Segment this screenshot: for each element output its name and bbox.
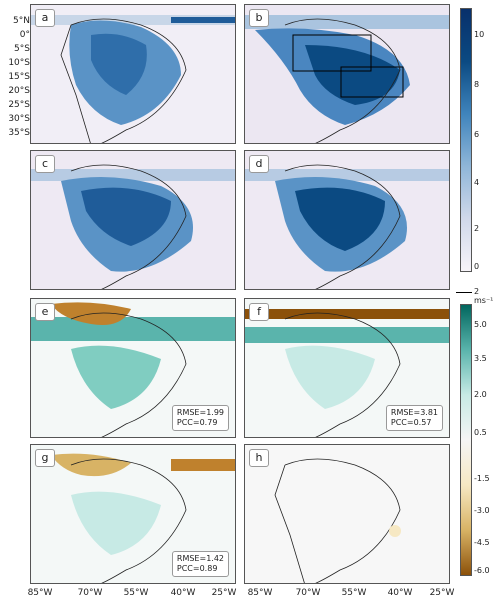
lon-label: 85°W [247,588,273,598]
panel-label: c [35,155,55,173]
panel-d-map [245,151,449,289]
panel-c: c [30,150,236,290]
panel-label: g [35,449,55,467]
lon-label: 55°W [123,588,149,598]
stats-box: RMSE=1.42 PCC=0.89 [171,551,229,577]
lon-label: 70°W [295,588,321,598]
lon-label: 85°W [27,588,53,598]
cbar-bottom-tick: 2.0 [474,390,487,399]
cbar-top-tick: 0 [474,262,480,271]
panel-label: d [249,155,269,173]
cbar-top-tick: 2 [474,224,480,233]
cbar-top-tick: 4 [474,178,480,187]
lat-label: 0° [19,30,30,40]
panel-f: f RMSE=3.81 PCC=0.57 [244,298,450,438]
lat-label: 5°S [14,44,30,54]
panel-e-map [31,299,235,437]
cbar-bottom-tick: -1.5 [474,474,490,483]
colorbar-top [460,8,472,272]
panel-label: f [249,303,269,321]
panel-g: g RMSE=1.42 PCC=0.89 [30,444,236,584]
panel-label: a [35,9,55,27]
pcc-value: PCC=0.57 [390,418,432,427]
lat-label: 5°N [13,16,30,26]
rmse-value: RMSE=1.99 [176,408,224,417]
cbar-bottom-tick: -4.5 [474,538,490,547]
lat-label: 35°S [8,128,30,138]
lon-label: 40°W [170,588,196,598]
lon-label: 25°W [429,588,455,598]
stats-box: RMSE=1.99 PCC=0.79 [171,405,229,431]
wind-key-arrow [456,292,472,293]
rmse-value: RMSE=3.81 [390,408,438,417]
cbar-top-tick: 6 [474,130,480,139]
cbar-bottom-tick: -3.0 [474,506,490,515]
panel-label: e [35,303,55,321]
colorbar-bottom [460,304,472,576]
panel-label: b [249,9,269,27]
lat-label: 20°S [8,86,30,96]
lat-label: 10°S [8,58,30,68]
panel-d: d [244,150,450,290]
panel-b-map [245,5,449,143]
panel-e: e RMSE=1.99 PCC=0.79 [30,298,236,438]
lon-label: 55°W [341,588,367,598]
pcc-value: PCC=0.79 [176,418,218,427]
lat-label: 25°S [8,100,30,110]
cbar-top-tick: 10 [474,30,485,39]
panel-h: h [244,444,450,584]
cbar-top-tick: 8 [474,80,480,89]
lat-label: 30°S [8,114,30,124]
panel-a-map [31,5,235,143]
lon-label: 40°W [387,588,413,598]
panel-b: b [244,4,450,144]
lon-label: 25°W [211,588,237,598]
lat-label: 15°S [8,72,30,82]
panel-f-map [245,299,449,437]
panel-label: h [249,449,269,467]
stats-box: RMSE=3.81 PCC=0.57 [385,405,443,431]
cbar-bottom-tick: 0.5 [474,428,487,437]
cbar-bottom-tick: 5.0 [474,320,487,329]
cbar-bottom-tick: 3.5 [474,354,487,363]
lon-label: 70°W [77,588,103,598]
panel-a: a [30,4,236,144]
panel-h-map [245,445,449,583]
cbar-bottom-tick: -6.0 [474,566,490,575]
pcc-value: PCC=0.89 [176,564,218,573]
wind-key-label: 2 ms⁻¹ [474,287,494,305]
rmse-value: RMSE=1.42 [176,554,224,563]
panel-c-map [31,151,235,289]
